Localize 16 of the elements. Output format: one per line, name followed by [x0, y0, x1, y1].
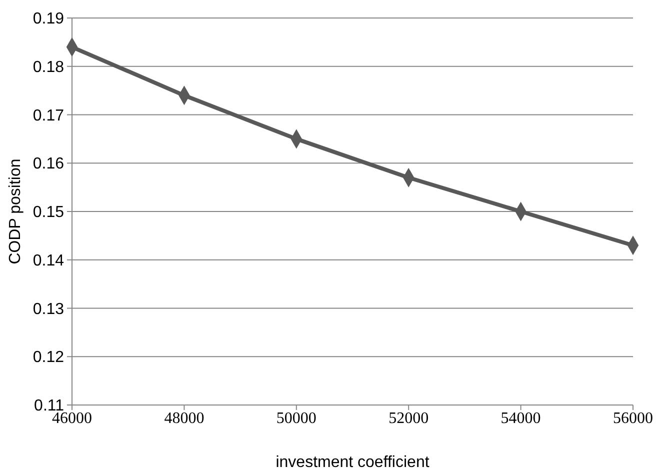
y-tick-label: 0.13	[32, 300, 64, 318]
y-tick-label: 0.12	[32, 349, 64, 366]
x-tick-label: 46000	[52, 410, 92, 427]
y-tick-label: 0.16	[32, 156, 64, 173]
x-tick-label: 48000	[164, 410, 204, 427]
x-axis-title: investment coefficient	[276, 454, 430, 471]
y-tick-label: 0.15	[32, 204, 64, 222]
y-tick-label: 0.17	[32, 107, 64, 124]
y-tick-label: 0.18	[32, 58, 64, 76]
y-axis-title: CODP position	[7, 158, 24, 264]
x-tick-label: 50000	[276, 410, 316, 427]
y-tick-label: 0.19	[32, 10, 64, 28]
x-tick-label: 56000	[613, 410, 653, 427]
x-tick-label: 54000	[500, 410, 541, 427]
x-tick-label: 52000	[388, 410, 429, 427]
y-tick-label: 0.14	[32, 252, 64, 270]
